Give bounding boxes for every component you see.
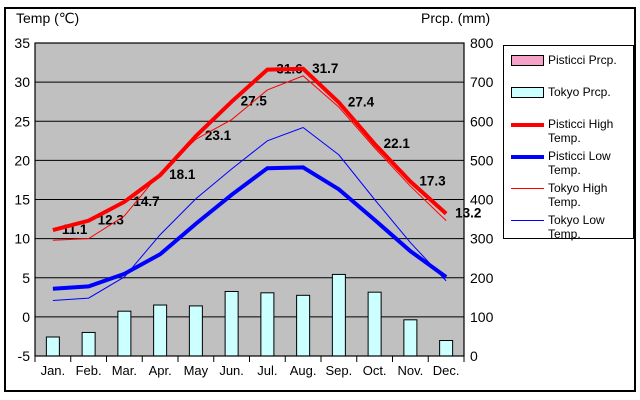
prcp-bar-tokyo-prcp bbox=[224, 290, 239, 357]
temp-line-pisticci-high-temp bbox=[52, 66, 448, 232]
month-label: Jul. bbox=[257, 363, 277, 378]
left-axis-tick-label: 30 bbox=[14, 74, 30, 90]
prcp-bar-tokyo-prcp bbox=[188, 305, 203, 357]
prcp-bar-tokyo-prcp bbox=[81, 331, 96, 357]
prcp-bar-tokyo-prcp bbox=[331, 273, 346, 357]
month-label: Mar. bbox=[112, 363, 137, 378]
point-label: 18.1 bbox=[169, 167, 196, 182]
month-label: Oct. bbox=[363, 363, 387, 378]
left-axis-tick-label: -5 bbox=[18, 348, 31, 364]
left-axis-tick-label: 15 bbox=[14, 192, 30, 208]
left-axis-tick-label: 20 bbox=[14, 152, 30, 168]
point-label: 27.4 bbox=[348, 94, 375, 109]
legend-item: Pisticci Low Temp. bbox=[511, 149, 631, 181]
month-label: Jan. bbox=[41, 363, 66, 378]
chart-frame bbox=[4, 7, 636, 392]
legend-item: Tokyo Prcp. bbox=[511, 85, 631, 117]
temp-axis-title: Temp (℃) bbox=[16, 10, 80, 26]
month-label: Aug. bbox=[290, 363, 317, 378]
month-label: Nov. bbox=[397, 363, 423, 378]
right-axis-tick-label: 100 bbox=[470, 309, 494, 325]
right-axis-tick-label: 0 bbox=[470, 348, 478, 364]
legend-line-thick-swatch bbox=[511, 155, 544, 159]
legend-box-swatch bbox=[511, 87, 544, 98]
left-axis-tick-label: 25 bbox=[14, 113, 30, 129]
month-label: Sep. bbox=[326, 363, 353, 378]
plot-border bbox=[34, 42, 465, 357]
right-axis-tick-label: 800 bbox=[470, 35, 494, 51]
month-label: Dec. bbox=[433, 363, 460, 378]
prcp-bar-tokyo-prcp bbox=[439, 340, 454, 357]
legend-item-label: Pisticci High Temp. bbox=[548, 117, 614, 145]
temp-line-tokyo-low-temp bbox=[52, 126, 447, 301]
right-axis-tick-label: 600 bbox=[470, 113, 494, 129]
right-axis-tick-label: 500 bbox=[470, 152, 494, 168]
prcp-bar-tokyo-prcp bbox=[45, 336, 60, 357]
month-label: May bbox=[184, 363, 209, 378]
point-label: 23.1 bbox=[205, 128, 232, 143]
prcp-bar-tokyo-prcp bbox=[403, 319, 418, 357]
temp-line-pisticci-low-temp bbox=[52, 165, 448, 291]
temp-line-tokyo-high-temp bbox=[52, 75, 447, 241]
left-axis-tick-label: 5 bbox=[22, 270, 30, 286]
prcp-bar-tokyo-prcp bbox=[260, 292, 275, 357]
point-label: 22.1 bbox=[384, 136, 411, 151]
right-axis-tick-label: 400 bbox=[470, 192, 494, 208]
legend-item-label: Tokyo Low Temp. bbox=[548, 213, 605, 241]
prcp-bar-tokyo-prcp bbox=[296, 294, 311, 357]
right-axis-tick-label: 300 bbox=[470, 231, 494, 247]
legend-item-label: Pisticci Low Temp. bbox=[548, 149, 611, 177]
chart-legend: Pisticci Prcp. Tokyo Prcp. Pisticci High T… bbox=[503, 45, 634, 241]
month-label: Apr. bbox=[149, 363, 172, 378]
prcp-bar-tokyo-prcp bbox=[367, 291, 382, 357]
right-axis-tick-label: 700 bbox=[470, 74, 494, 90]
right-axis-tick-label: 200 bbox=[470, 270, 494, 286]
legend-line-thin-swatch bbox=[511, 188, 544, 189]
legend-box-swatch bbox=[511, 55, 544, 66]
legend-line-thick-swatch bbox=[511, 123, 544, 127]
legend-line-thin-swatch bbox=[511, 220, 544, 221]
left-axis-tick-label: 0 bbox=[22, 309, 30, 325]
month-label: Feb. bbox=[76, 363, 102, 378]
prcp-bar-tokyo-prcp bbox=[117, 310, 132, 357]
left-axis-tick-label: 10 bbox=[14, 231, 30, 247]
legend-item: Tokyo Low Temp. bbox=[511, 213, 631, 245]
legend-item: Tokyo High Temp. bbox=[511, 181, 631, 213]
point-label: 12.3 bbox=[98, 213, 125, 228]
legend-item: Pisticci Prcp. bbox=[511, 53, 631, 85]
legend-item-label: Pisticci Prcp. bbox=[548, 53, 617, 67]
prcp-axis-title: Prcp. (mm) bbox=[421, 10, 491, 26]
legend-item: Pisticci High Temp. bbox=[511, 117, 631, 149]
legend-item-label: Tokyo Prcp. bbox=[548, 85, 611, 99]
left-axis-tick-label: 35 bbox=[14, 35, 30, 51]
legend-item-label: Tokyo High Temp. bbox=[548, 181, 608, 209]
point-label: 14.7 bbox=[133, 194, 159, 209]
prcp-bar-tokyo-prcp bbox=[153, 304, 168, 357]
point-label: 13.2 bbox=[455, 206, 481, 221]
point-label: 31.7 bbox=[312, 61, 338, 76]
month-label: Jun. bbox=[219, 363, 244, 378]
point-label: 17.3 bbox=[419, 174, 446, 189]
